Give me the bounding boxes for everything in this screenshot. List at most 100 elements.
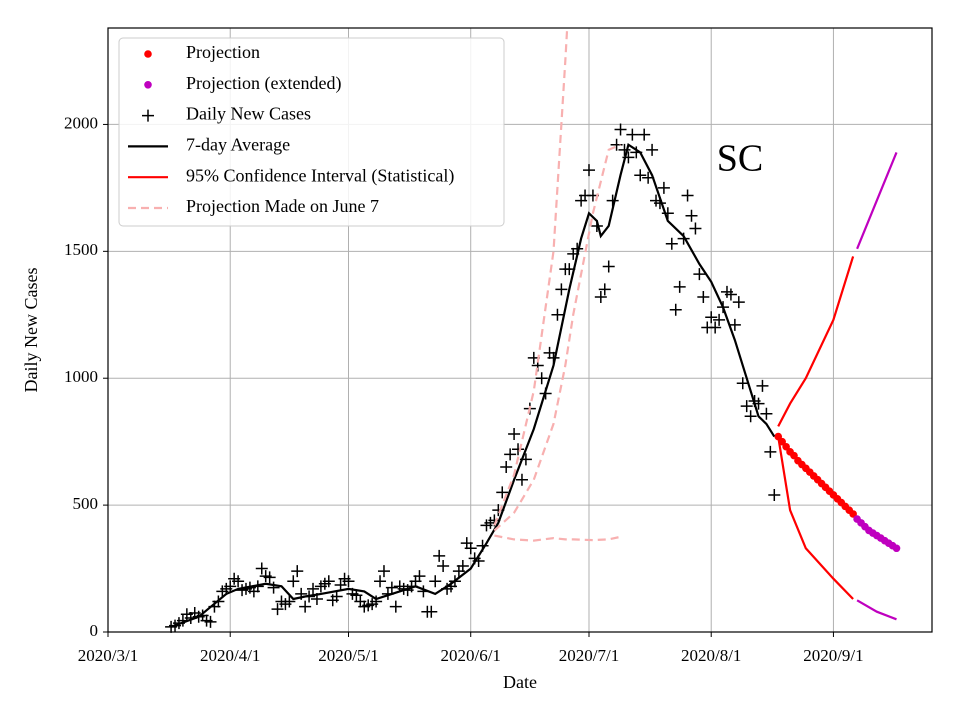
y-tick-label: 1000 xyxy=(64,367,98,386)
point xyxy=(768,488,781,501)
point xyxy=(634,169,647,182)
legend-marker xyxy=(144,50,152,58)
point xyxy=(385,581,398,594)
point xyxy=(661,207,674,220)
point xyxy=(224,580,237,593)
legend-label: 95% Confidence Interval (Statistical) xyxy=(186,165,454,186)
legend-label: Projection xyxy=(186,42,260,62)
line xyxy=(494,534,621,542)
line xyxy=(170,142,776,628)
point xyxy=(614,123,627,136)
point xyxy=(535,372,548,385)
point xyxy=(287,575,300,588)
line xyxy=(493,143,621,532)
point xyxy=(673,280,686,293)
x-tick-label: 2020/6/1 xyxy=(440,646,500,665)
point xyxy=(685,209,698,222)
line xyxy=(856,151,898,250)
legend-box xyxy=(118,37,505,227)
point xyxy=(322,575,335,588)
point xyxy=(255,562,268,575)
legend-label: Projection Made on June 7 xyxy=(186,196,379,216)
point xyxy=(334,579,347,592)
point xyxy=(437,560,450,573)
line xyxy=(777,436,854,600)
point xyxy=(389,600,402,613)
point xyxy=(342,575,355,588)
point xyxy=(291,565,304,578)
point xyxy=(582,164,595,177)
x-tick-label: 2020/4/1 xyxy=(200,646,260,665)
y-tick-label: 500 xyxy=(73,494,99,513)
y-tick-label: 1500 xyxy=(64,240,98,259)
y-axis-label: Daily New Cases xyxy=(21,268,41,393)
point xyxy=(760,407,773,420)
y-tick-label: 0 xyxy=(90,621,99,640)
line xyxy=(777,256,855,427)
y-tick-label: 2000 xyxy=(64,113,98,132)
x-tick-label: 2020/3/1 xyxy=(78,646,138,665)
point xyxy=(740,400,753,413)
x-tick-label: 2020/7/1 xyxy=(559,646,619,665)
point xyxy=(515,473,528,486)
point xyxy=(263,571,276,584)
point xyxy=(433,549,446,562)
point xyxy=(626,128,639,141)
point xyxy=(638,128,651,141)
point xyxy=(555,283,568,296)
point xyxy=(374,575,387,588)
legend-marker xyxy=(142,109,154,122)
point xyxy=(697,291,710,304)
point xyxy=(681,189,694,202)
point xyxy=(594,291,607,304)
legend-label: Daily New Cases xyxy=(186,104,311,124)
point xyxy=(732,296,745,309)
point xyxy=(307,582,320,595)
point xyxy=(429,575,442,588)
axes-frame xyxy=(107,27,933,633)
point xyxy=(618,143,631,156)
point xyxy=(413,570,426,583)
point xyxy=(669,303,682,316)
point xyxy=(610,138,623,151)
point xyxy=(377,565,390,578)
x-tick-label: 2020/8/1 xyxy=(681,646,741,665)
legend-label: 7-day Average xyxy=(186,135,290,155)
point xyxy=(724,288,737,301)
point xyxy=(551,308,564,321)
point xyxy=(425,605,438,618)
point xyxy=(764,445,777,458)
point xyxy=(646,143,659,156)
point xyxy=(598,283,611,296)
legend-label: Projection (extended) xyxy=(186,73,341,94)
point xyxy=(500,461,513,474)
line xyxy=(856,599,897,621)
point xyxy=(744,410,757,423)
point xyxy=(267,581,280,594)
point xyxy=(713,313,726,326)
point xyxy=(232,575,245,588)
x-tick-label: 2020/5/1 xyxy=(318,646,378,665)
point xyxy=(602,260,615,273)
legend-marker xyxy=(144,81,152,89)
point xyxy=(370,595,383,608)
line xyxy=(493,28,569,526)
point xyxy=(271,603,284,616)
point xyxy=(709,321,722,334)
point xyxy=(705,311,718,324)
point xyxy=(736,377,749,390)
point xyxy=(892,544,901,553)
point xyxy=(693,268,706,281)
point xyxy=(330,590,343,603)
x-tick-label: 2020/9/1 xyxy=(803,646,863,665)
point xyxy=(204,615,217,628)
point xyxy=(504,448,517,461)
point xyxy=(756,379,769,392)
point xyxy=(464,542,477,555)
point xyxy=(456,560,469,573)
annotation: SC xyxy=(717,138,763,180)
point xyxy=(508,428,521,441)
point xyxy=(496,486,509,499)
point xyxy=(299,600,312,613)
